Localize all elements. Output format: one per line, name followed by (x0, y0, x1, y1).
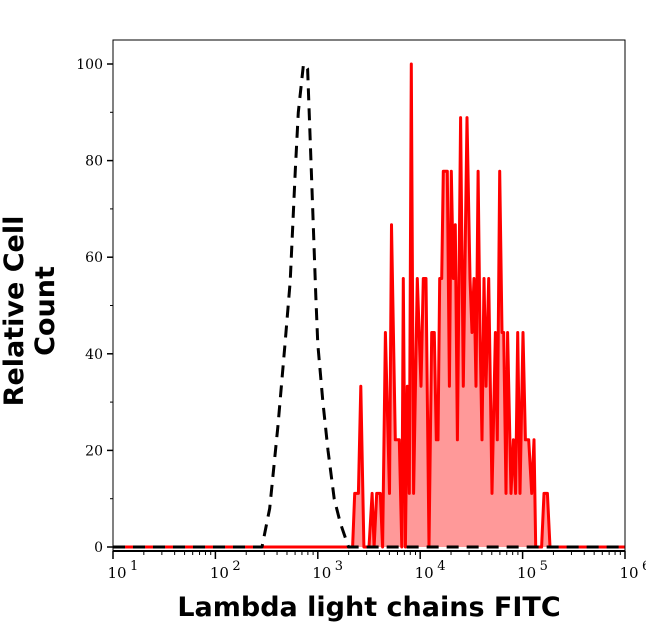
y-tick-label: 80 (85, 154, 103, 170)
y-tick-label: 100 (76, 57, 103, 73)
series-line-lambda-light-chains (113, 62, 625, 549)
y-tick-label: 0 (94, 540, 103, 556)
y-tick-label: 20 (85, 443, 103, 459)
x-tick-label: 10 (415, 564, 434, 582)
x-tick-label: 10 (619, 564, 638, 582)
x-tick-exponent: 5 (540, 559, 548, 574)
x-tick-label: 10 (312, 564, 331, 582)
series-fill-lambda-light-chains (113, 64, 625, 547)
y-tick-label: 60 (85, 250, 103, 266)
x-tick-label: 10 (210, 564, 229, 582)
x-axis-label: Lambda light chains FITC (177, 592, 561, 623)
y-tick-label: 40 (85, 347, 103, 363)
y-axis-label: Relative Cell Count (0, 215, 61, 407)
plot-frame (112, 39, 626, 552)
x-tick-exponent: 1 (130, 559, 138, 574)
x-tick-exponent: 6 (642, 559, 646, 574)
series-line-isotype-control (113, 62, 625, 549)
x-tick-label: 10 (517, 564, 536, 582)
x-tick-exponent: 2 (232, 559, 240, 574)
x-tick-exponent: 3 (335, 559, 343, 574)
x-tick-exponent: 4 (437, 559, 445, 574)
x-tick-label: 10 (107, 564, 126, 582)
